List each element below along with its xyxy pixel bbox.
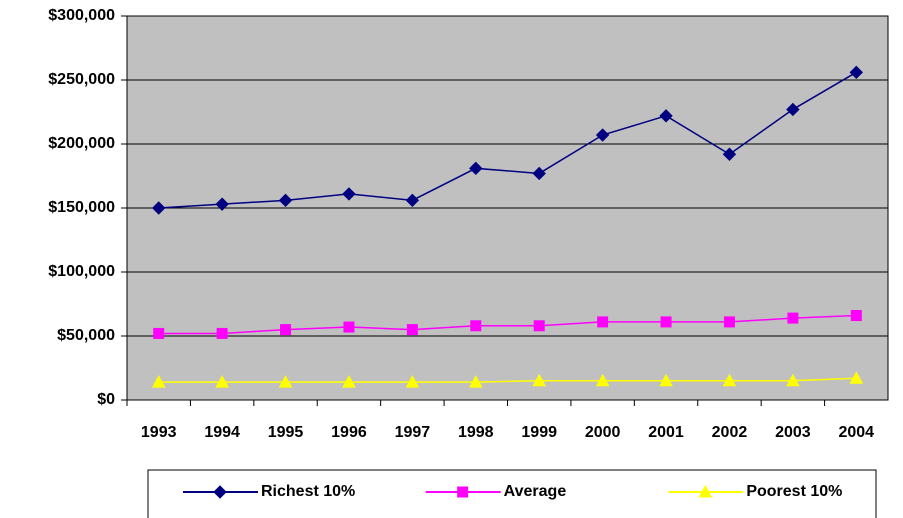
data-point <box>786 373 800 387</box>
data-point <box>595 373 610 387</box>
x-tick-label: 1996 <box>331 424 367 441</box>
data-point <box>787 312 799 324</box>
data-point <box>849 65 863 80</box>
data-point <box>152 201 166 215</box>
data-point <box>659 373 673 387</box>
data-point <box>216 327 228 339</box>
x-tick-label: 2003 <box>775 424 811 441</box>
x-tick-label: 2002 <box>712 424 748 441</box>
data-point <box>722 373 737 387</box>
data-point <box>469 161 483 176</box>
y-tick-label: $250,000 <box>48 71 115 88</box>
y-tick-label: $0 <box>97 391 115 408</box>
data-point <box>278 193 293 208</box>
legend-label: Average <box>504 483 567 500</box>
series-line <box>158 377 857 383</box>
y-tick-label: $150,000 <box>48 199 115 216</box>
x-tick-label: 1997 <box>395 424 431 441</box>
y-tick-label: $300,000 <box>48 7 115 24</box>
legend-box <box>147 469 877 518</box>
x-tick-label: 2000 <box>585 424 621 441</box>
x-tick-label: 1998 <box>458 424 494 441</box>
data-point <box>532 166 546 181</box>
x-tick-label: 2004 <box>838 424 874 441</box>
data-point <box>406 324 418 336</box>
x-tick-label: 1999 <box>521 424 557 441</box>
data-point <box>278 375 293 388</box>
data-point <box>405 375 420 388</box>
data-point <box>342 375 356 388</box>
legend-label: Poorest 10% <box>746 483 842 500</box>
data-point <box>660 316 672 328</box>
legend-marker <box>213 485 227 499</box>
data-point <box>151 375 166 388</box>
data-point <box>659 109 673 123</box>
data-point <box>215 197 229 211</box>
data-point <box>153 327 165 339</box>
data-point <box>722 147 737 161</box>
x-tick-label: 1995 <box>268 424 304 441</box>
data-point <box>786 102 800 117</box>
data-point <box>597 316 609 328</box>
series-line <box>158 314 857 335</box>
data-point <box>723 316 735 328</box>
legend-marker <box>698 484 713 498</box>
data-point <box>533 320 545 332</box>
data-point <box>405 193 420 208</box>
data-point <box>850 310 862 322</box>
legend-label: Richest 10% <box>261 483 355 500</box>
x-tick-label: 2001 <box>648 424 684 441</box>
y-tick-label: $50,000 <box>57 327 115 344</box>
data-point <box>849 371 864 384</box>
y-tick-label: $200,000 <box>48 135 115 152</box>
legend-marker <box>457 486 469 498</box>
data-point <box>532 373 547 387</box>
data-point <box>468 375 483 388</box>
data-point <box>342 187 356 201</box>
data-point <box>280 324 292 336</box>
y-tick-label: $100,000 <box>48 263 115 280</box>
data-point <box>595 128 610 142</box>
x-tick-label: 1994 <box>204 424 240 441</box>
data-point <box>343 321 355 333</box>
data-point <box>470 320 482 332</box>
series-line <box>158 71 857 209</box>
data-point <box>215 375 229 388</box>
x-tick-label: 1993 <box>141 424 177 441</box>
